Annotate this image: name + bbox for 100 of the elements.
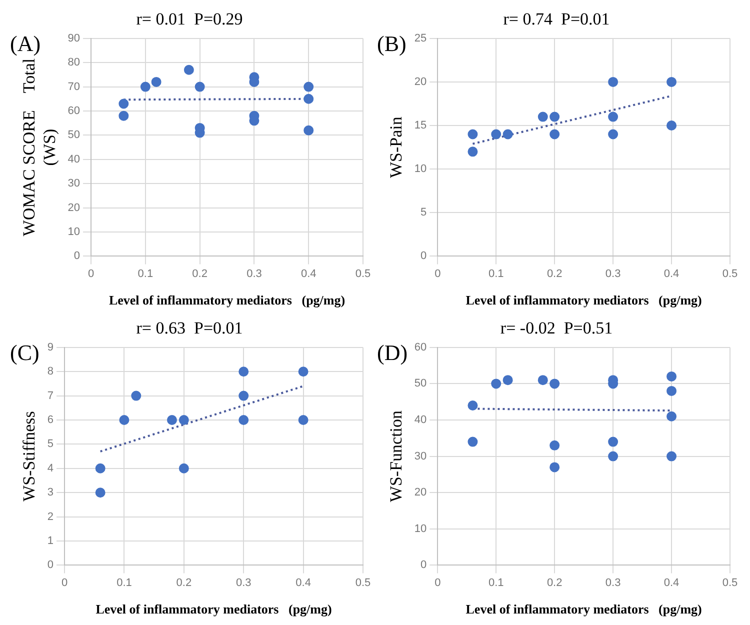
point bbox=[538, 112, 548, 122]
point bbox=[468, 129, 478, 140]
point bbox=[118, 98, 129, 109]
point bbox=[468, 400, 478, 410]
y-tick-label: 25 bbox=[414, 32, 427, 44]
x-axis-title: Level of inflammatory mediators (pg/mg) bbox=[466, 292, 702, 308]
point bbox=[550, 440, 560, 450]
point bbox=[178, 415, 189, 425]
point bbox=[184, 64, 194, 75]
point bbox=[666, 76, 677, 87]
x-tick-label: 0.1 bbox=[488, 576, 504, 589]
x-tick-label: 0.3 bbox=[605, 268, 621, 280]
x-tick-label: 0.4 bbox=[664, 576, 680, 589]
x-tick-label: 0.3 bbox=[236, 576, 252, 589]
y-tick-label: 10 bbox=[68, 226, 80, 238]
point bbox=[491, 129, 502, 140]
text: (D) bbox=[377, 340, 408, 365]
y-tick-label: 50 bbox=[68, 129, 80, 142]
y-tick-label: 5 bbox=[47, 438, 54, 450]
point bbox=[550, 462, 560, 472]
y-tick-label: 3 bbox=[47, 486, 54, 499]
point bbox=[666, 371, 677, 382]
chart-title: r= 0.74 P=0.01 bbox=[503, 10, 610, 29]
y-tick-label: 50 bbox=[414, 378, 427, 390]
chart-title: r= 0.01 P=0.29 bbox=[136, 10, 243, 29]
point bbox=[608, 129, 618, 140]
point bbox=[238, 390, 249, 401]
y-tick-label: 70 bbox=[68, 80, 80, 93]
point bbox=[119, 415, 130, 425]
x-tick-label: 0.3 bbox=[246, 268, 262, 280]
x-tick-label: 0.5 bbox=[355, 576, 371, 589]
y-tick-label: 60 bbox=[414, 341, 427, 354]
point bbox=[118, 110, 129, 121]
chart-title: r= 0.63 P=0.01 bbox=[136, 318, 243, 338]
x-tick-label: 0.2 bbox=[546, 268, 562, 280]
y-tick-label: 90 bbox=[68, 32, 80, 44]
point bbox=[666, 451, 677, 462]
point bbox=[151, 76, 162, 87]
point bbox=[304, 82, 314, 92]
point bbox=[666, 386, 677, 396]
point bbox=[166, 415, 177, 425]
text: (B) bbox=[377, 30, 406, 56]
x-tick-label: 0.1 bbox=[488, 268, 504, 280]
point bbox=[95, 463, 106, 474]
point bbox=[95, 488, 106, 498]
x-axis-title: Level of inflammatory mediators (pg/mg) bbox=[108, 292, 346, 308]
y-tick-label: 0 bbox=[420, 250, 427, 262]
x-tick-label: 0 bbox=[434, 268, 441, 280]
y-tick-label: 60 bbox=[68, 105, 80, 118]
x-tick-label: 0.5 bbox=[722, 268, 738, 280]
y-tick-label: 4 bbox=[47, 462, 54, 474]
y-tick-label: 20 bbox=[68, 202, 80, 214]
x-tick-label: 0.2 bbox=[546, 576, 562, 589]
point bbox=[538, 375, 548, 386]
x-tick-label: 0 bbox=[88, 268, 94, 280]
y-tick-label: 10 bbox=[414, 163, 427, 176]
point bbox=[304, 125, 314, 136]
point bbox=[608, 451, 618, 462]
point bbox=[608, 112, 618, 122]
point bbox=[502, 129, 513, 140]
y-tick-label: 8 bbox=[47, 366, 54, 378]
point bbox=[298, 366, 308, 377]
point bbox=[238, 366, 249, 377]
point bbox=[468, 436, 478, 447]
point bbox=[238, 415, 249, 425]
x-axis-title: Level of inflammatory mediators (pg/mg) bbox=[96, 602, 332, 617]
x-tick-label: 0.4 bbox=[296, 576, 311, 589]
y-tick-label: 10 bbox=[414, 522, 427, 535]
x-tick-label: 0.4 bbox=[300, 268, 316, 280]
point bbox=[131, 390, 142, 401]
y-tick-label: 80 bbox=[68, 56, 80, 69]
point bbox=[140, 82, 150, 92]
x-tick-label: 0 bbox=[434, 576, 441, 589]
y-tick-label: 15 bbox=[414, 120, 427, 132]
y-tick-label: 5 bbox=[420, 206, 427, 219]
x-tick-label: 0.5 bbox=[355, 268, 371, 280]
y-axis-title: WS-Pain bbox=[386, 116, 406, 178]
y-tick-label: 0 bbox=[47, 559, 54, 572]
x-tick-label: 0.2 bbox=[176, 576, 192, 589]
point bbox=[502, 375, 513, 386]
y-axis-title: WS-Stiffness bbox=[20, 411, 39, 502]
point bbox=[298, 415, 308, 425]
y-tick-label: 30 bbox=[414, 450, 427, 462]
y-tick-label: 40 bbox=[68, 153, 80, 166]
x-tick-label: 0.1 bbox=[138, 268, 154, 280]
point bbox=[178, 463, 189, 474]
y-axis-title: WS-Function bbox=[386, 410, 406, 502]
x-tick-label: 0.3 bbox=[605, 576, 621, 589]
y-tick-label: 20 bbox=[414, 486, 427, 499]
y-tick-label: 0 bbox=[420, 559, 427, 572]
point bbox=[608, 436, 618, 447]
x-tick-label: 0.1 bbox=[116, 576, 132, 589]
point bbox=[550, 112, 560, 122]
y-tick-label: 1 bbox=[47, 535, 54, 548]
y-tick-label: 0 bbox=[74, 250, 80, 262]
point bbox=[666, 120, 677, 131]
chart-title: r= -0.02 P=0.51 bbox=[500, 318, 613, 338]
point bbox=[491, 378, 502, 389]
x-axis-title: Level of inflammatory mediators (pg/mg) bbox=[466, 602, 702, 617]
y-tick-label: 6 bbox=[47, 414, 54, 426]
